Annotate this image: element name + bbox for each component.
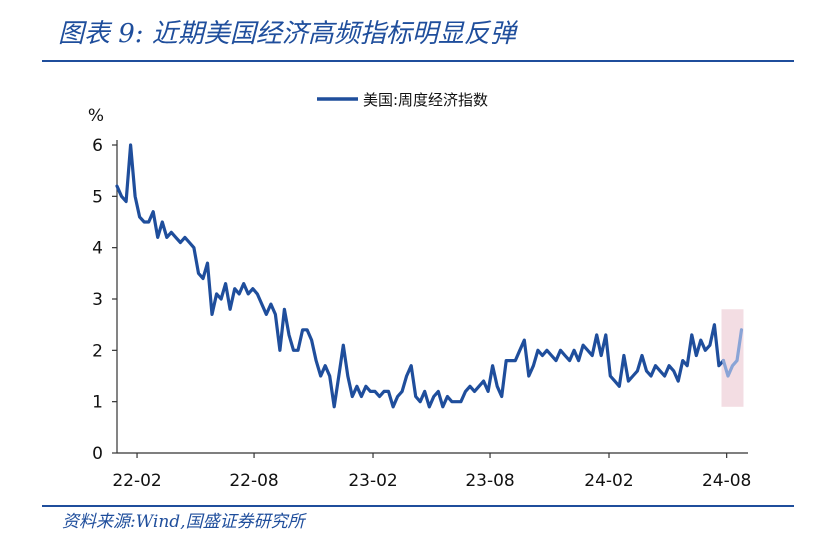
highlight-region (721, 309, 744, 407)
y-tick-label: 2 (92, 341, 103, 361)
x-tick-label: 24-02 (584, 471, 633, 491)
y-tick-label: 1 (92, 393, 103, 413)
x-tick-label: 23-08 (465, 471, 514, 491)
legend: 美国:周度经济指数 (317, 91, 488, 109)
y-tick-label: 5 (92, 187, 103, 207)
series-line-weekly-economic-index (115, 143, 726, 409)
series-line-recent-segment (721, 328, 744, 378)
x-axis-ticks: 22-02 22-08 23-02 23-08 24-02 24-08 (112, 453, 751, 491)
y-axis-ticks: 0 1 2 3 4 5 6 (92, 136, 117, 464)
x-tick-label: 24-08 (702, 471, 751, 491)
legend-label: 美国:周度经济指数 (363, 91, 488, 109)
x-tick-label: 23-02 (348, 471, 397, 491)
y-axis-unit-label: % (88, 106, 104, 126)
source-rule (42, 505, 794, 507)
y-tick-label: 0 (92, 444, 103, 464)
series-layer (115, 143, 744, 409)
figure-title: 图表 9: 近期美国经济高频指标明显反弹 (58, 19, 516, 49)
y-tick-label: 4 (92, 239, 103, 259)
source-note: 资料来源:Wind,国盛证券研究所 (62, 512, 305, 532)
title-rule (42, 60, 794, 62)
y-tick-label: 3 (92, 290, 103, 310)
x-tick-label: 22-02 (112, 471, 161, 491)
y-tick-label: 6 (92, 136, 103, 156)
x-tick-label: 22-08 (229, 471, 278, 491)
